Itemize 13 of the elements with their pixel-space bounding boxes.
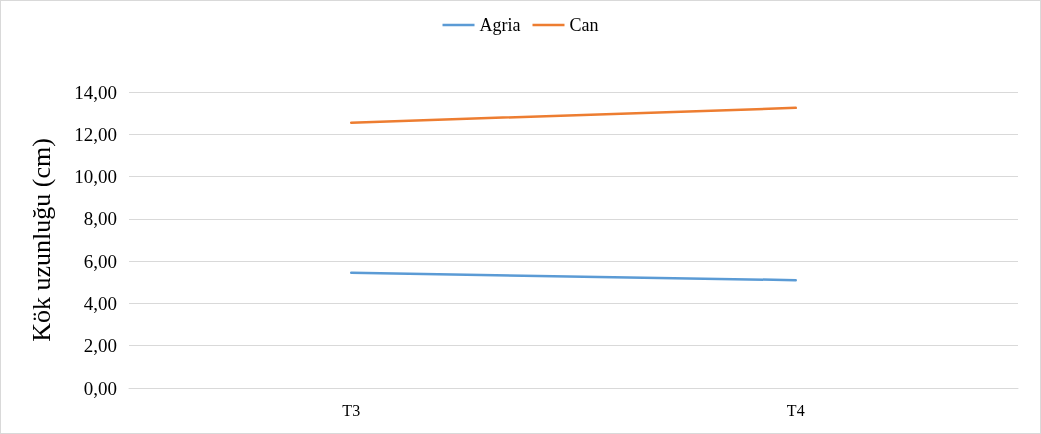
x-tick-label: T4 [786,401,805,419]
y-axis-title: Kök uzunluğu (cm) [26,138,56,342]
y-tick-label: 14,00 [74,81,117,103]
y-tick-label: 6,00 [83,250,117,272]
y-tick-label: 0,00 [83,377,117,399]
y-tick-label: 10,00 [74,166,117,188]
y-tick-label: 12,00 [74,123,117,145]
x-tick-label: T3 [342,401,361,419]
y-tick-label: 2,00 [83,335,117,357]
legend-label: Agria [479,15,521,35]
y-tick-label: 8,00 [83,208,117,230]
legend-label: Can [569,15,599,35]
y-tick-label: 4,00 [83,292,117,314]
